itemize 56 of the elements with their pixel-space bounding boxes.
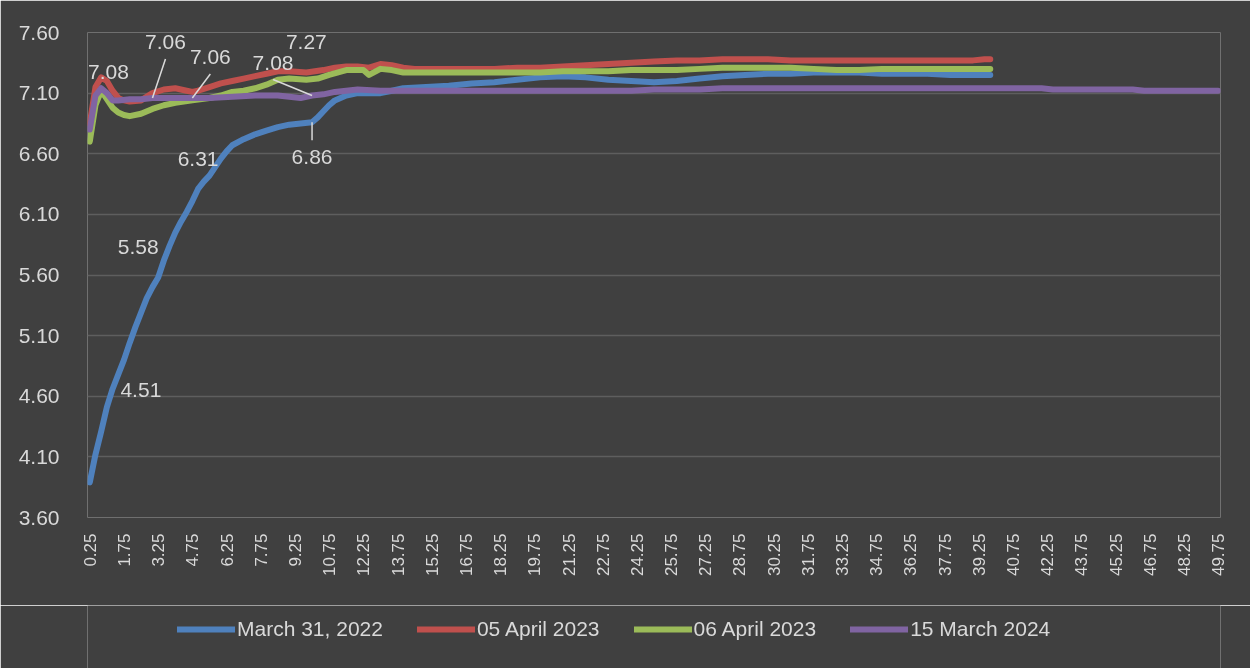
annotation: 7.08 [88,59,129,83]
x-tick-label: 42.25 [1038,533,1058,577]
x-tick-label: 4.75 [183,533,203,567]
x-tick-label: 24.25 [627,533,647,577]
x-tick-label: 30.25 [764,533,784,577]
x-tick-label: 12.25 [354,533,374,577]
x-tick-label: 10.75 [320,533,340,577]
y-tick-label: 5.10 [18,323,60,347]
x-tick-label: 45.25 [1106,533,1126,577]
x-tick-label: 46.75 [1140,533,1160,577]
x-tick-label: 43.75 [1072,533,1092,577]
x-tick-label: 16.75 [456,533,476,577]
y-tick-label: 6.10 [18,202,60,226]
x-tick-label: 36.25 [901,533,921,577]
annotation: 7.08 [252,50,294,74]
x-tick-label: 37.75 [935,533,955,577]
annotation: 6.31 [177,146,219,170]
x-tick-label: 18.25 [491,533,511,577]
x-tick-label: 39.25 [969,533,989,577]
x-tick-label: 22.75 [593,533,613,577]
x-tick-label: 19.75 [525,533,545,577]
x-tick-label: 3.25 [149,533,169,567]
x-tick-label: 9.25 [285,533,305,567]
legend-label: 05 April 2023 [476,617,600,641]
annotation: 4.51 [120,378,162,402]
x-tick-label: 15.25 [422,533,442,577]
legend-label: 15 March 2024 [910,617,1051,641]
x-tick-label: 13.75 [388,533,408,577]
y-tick-label: 7.60 [18,20,60,44]
annotation: 5.58 [117,235,159,259]
x-tick-label: 33.25 [833,533,853,577]
y-tick-label: 6.60 [18,141,60,165]
legend-label: 06 April 2023 [693,617,817,641]
x-tick-label: 28.75 [730,533,750,577]
annotation: 6.86 [291,145,333,169]
y-tick-label: 7.10 [18,81,60,105]
x-tick-label: 6.25 [217,533,237,567]
y-tick-label: 3.60 [18,505,60,529]
annotation: 7.06 [145,29,186,53]
x-tick-label: 25.75 [662,533,682,577]
x-tick-label: 1.75 [114,533,134,567]
y-tick-label: 4.10 [18,444,60,468]
y-tick-label: 5.60 [18,263,60,286]
x-tick-label: 40.75 [1004,533,1024,577]
legend-label: March 31, 2022 [237,617,383,641]
y-tick-label: 4.60 [18,384,60,408]
annotation: 7.27 [285,29,327,53]
x-tick-label: 7.75 [251,533,271,567]
x-tick-label: 48.25 [1175,533,1195,577]
x-tick-label: 31.75 [798,533,818,577]
x-tick-label: 27.25 [696,533,716,577]
x-tick-label: 34.75 [867,533,887,577]
annotation: 7.06 [189,44,231,68]
x-tick-label: 21.25 [559,533,579,577]
x-tick-label: 49.75 [1209,533,1229,577]
x-tick-label: 0.25 [80,533,100,567]
